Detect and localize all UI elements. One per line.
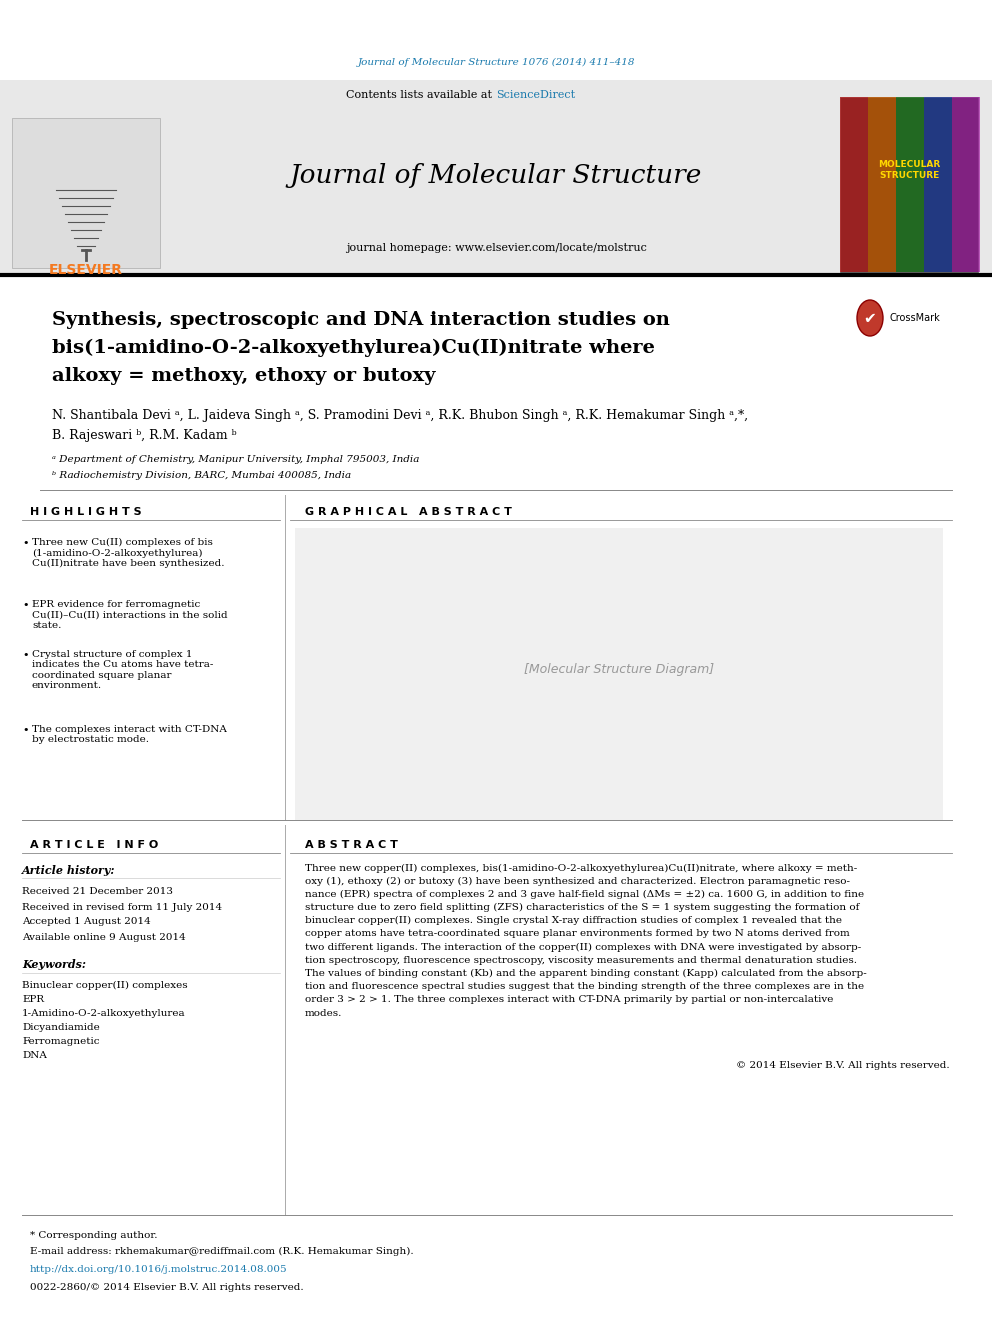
Text: http://dx.doi.org/10.1016/j.molstruc.2014.08.005: http://dx.doi.org/10.1016/j.molstruc.201… xyxy=(30,1266,288,1274)
Bar xyxy=(868,97,896,273)
Text: bis(1-amidino-O-2-alkoxyethylurea)Cu(II)nitrate where: bis(1-amidino-O-2-alkoxyethylurea)Cu(II)… xyxy=(52,339,655,357)
Text: 0022-2860/© 2014 Elsevier B.V. All rights reserved.: 0022-2860/© 2014 Elsevier B.V. All right… xyxy=(30,1282,304,1291)
Text: •: • xyxy=(22,538,29,548)
Text: Available online 9 August 2014: Available online 9 August 2014 xyxy=(22,933,186,942)
Ellipse shape xyxy=(857,300,883,336)
Text: •: • xyxy=(22,601,29,610)
Text: Accepted 1 August 2014: Accepted 1 August 2014 xyxy=(22,917,151,926)
Text: MOLECULAR
STRUCTURE: MOLECULAR STRUCTURE xyxy=(878,160,940,180)
Text: •: • xyxy=(22,725,29,736)
Text: © 2014 Elsevier B.V. All rights reserved.: © 2014 Elsevier B.V. All rights reserved… xyxy=(736,1061,950,1069)
Text: Contents lists available at: Contents lists available at xyxy=(346,90,496,101)
Text: Journal of Molecular Structure 1076 (2014) 411–418: Journal of Molecular Structure 1076 (201… xyxy=(357,57,635,66)
Text: ELSEVIER: ELSEVIER xyxy=(49,263,123,277)
Text: Synthesis, spectroscopic and DNA interaction studies on: Synthesis, spectroscopic and DNA interac… xyxy=(52,311,670,329)
Text: G R A P H I C A L   A B S T R A C T: G R A P H I C A L A B S T R A C T xyxy=(305,507,512,517)
Text: * Corresponding author.: * Corresponding author. xyxy=(30,1230,158,1240)
Text: H I G H L I G H T S: H I G H L I G H T S xyxy=(30,507,142,517)
Text: EPR evidence for ferromagnetic
Cu(II)–Cu(II) interactions in the solid
state.: EPR evidence for ferromagnetic Cu(II)–Cu… xyxy=(32,601,227,630)
Text: [Molecular Structure Diagram]: [Molecular Structure Diagram] xyxy=(524,664,714,676)
Text: A R T I C L E   I N F O: A R T I C L E I N F O xyxy=(30,840,159,849)
Text: •: • xyxy=(22,650,29,660)
Bar xyxy=(896,97,924,273)
Bar xyxy=(12,118,160,269)
Text: structure due to zero field splitting (ZFS) characteristics of the S = 1 system : structure due to zero field splitting (Z… xyxy=(305,904,859,912)
Text: Ferromagnetic: Ferromagnetic xyxy=(22,1036,99,1045)
Text: ✔: ✔ xyxy=(864,311,876,325)
Text: ᵃ Department of Chemistry, Manipur University, Imphal 795003, India: ᵃ Department of Chemistry, Manipur Unive… xyxy=(52,455,420,464)
Text: The complexes interact with CT-DNA
by electrostatic mode.: The complexes interact with CT-DNA by el… xyxy=(32,725,227,745)
Text: DNA: DNA xyxy=(22,1050,47,1060)
Bar xyxy=(924,97,952,273)
Text: alkoxy = methoxy, ethoxy or butoxy: alkoxy = methoxy, ethoxy or butoxy xyxy=(52,366,435,385)
Bar xyxy=(840,97,978,273)
Text: binuclear copper(II) complexes. Single crystal X-ray diffraction studies of comp: binuclear copper(II) complexes. Single c… xyxy=(305,917,842,925)
Text: Crystal structure of complex 1
indicates the Cu atoms have tetra-
coordinated sq: Crystal structure of complex 1 indicates… xyxy=(32,650,213,691)
Text: tion and fluorescence spectral studies suggest that the binding strength of the : tion and fluorescence spectral studies s… xyxy=(305,982,864,991)
Text: nance (EPR) spectra of complexes 2 and 3 gave half-field signal (ΔMs = ±2) ca. 1: nance (EPR) spectra of complexes 2 and 3… xyxy=(305,890,864,898)
Bar xyxy=(840,97,868,273)
Text: Binuclear copper(II) complexes: Binuclear copper(II) complexes xyxy=(22,980,187,990)
Text: ᵇ Radiochemistry Division, BARC, Mumbai 400085, India: ᵇ Radiochemistry Division, BARC, Mumbai … xyxy=(52,471,351,479)
Text: order 3 > 2 > 1. The three complexes interact with CT-DNA primarily by partial o: order 3 > 2 > 1. The three complexes int… xyxy=(305,995,833,1004)
Bar xyxy=(0,79,992,275)
Text: Keywords:: Keywords: xyxy=(22,959,86,971)
Text: two different ligands. The interaction of the copper(II) complexes with DNA were: two different ligands. The interaction o… xyxy=(305,942,861,951)
Text: 1-Amidino-O-2-alkoxyethylurea: 1-Amidino-O-2-alkoxyethylurea xyxy=(22,1008,186,1017)
Text: CrossMark: CrossMark xyxy=(890,314,940,323)
Text: oxy (1), ethoxy (2) or butoxy (3) have been synthesized and characterized. Elect: oxy (1), ethoxy (2) or butoxy (3) have b… xyxy=(305,877,850,886)
Text: Received 21 December 2013: Received 21 December 2013 xyxy=(22,888,173,897)
Text: N. Shantibala Devi ᵃ, L. Jaideva Singh ᵃ, S. Pramodini Devi ᵃ, R.K. Bhubon Singh: N. Shantibala Devi ᵃ, L. Jaideva Singh ᵃ… xyxy=(52,409,748,422)
Text: ScienceDirect: ScienceDirect xyxy=(496,90,575,101)
Text: Article history:: Article history: xyxy=(22,864,115,876)
Text: A B S T R A C T: A B S T R A C T xyxy=(305,840,398,849)
Bar xyxy=(952,97,980,273)
Text: modes.: modes. xyxy=(305,1008,342,1017)
Text: tion spectroscopy, fluorescence spectroscopy, viscosity measurements and thermal: tion spectroscopy, fluorescence spectros… xyxy=(305,957,857,964)
Text: EPR: EPR xyxy=(22,995,44,1004)
Text: copper atoms have tetra-coordinated square planar environments formed by two N a: copper atoms have tetra-coordinated squa… xyxy=(305,930,850,938)
Bar xyxy=(295,528,943,820)
Text: Three new Cu(II) complexes of bis
(1-amidino-O-2-alkoxyethylurea)
Cu(II)nitrate : Three new Cu(II) complexes of bis (1-ami… xyxy=(32,538,224,568)
Text: Received in revised form 11 July 2014: Received in revised form 11 July 2014 xyxy=(22,902,222,912)
Text: B. Rajeswari ᵇ, R.M. Kadam ᵇ: B. Rajeswari ᵇ, R.M. Kadam ᵇ xyxy=(52,429,237,442)
Text: journal homepage: www.elsevier.com/locate/molstruc: journal homepage: www.elsevier.com/locat… xyxy=(345,243,647,253)
Text: Three new copper(II) complexes, bis(1-amidino-O-2-alkoxyethylurea)Cu(II)nitrate,: Three new copper(II) complexes, bis(1-am… xyxy=(305,864,857,873)
Text: Journal of Molecular Structure: Journal of Molecular Structure xyxy=(290,163,702,188)
Text: Dicyandiamide: Dicyandiamide xyxy=(22,1023,100,1032)
Text: The values of binding constant (Kb) and the apparent binding constant (Kapp) cal: The values of binding constant (Kb) and … xyxy=(305,968,867,978)
Text: E-mail address: rkhemakumar@rediffmail.com (R.K. Hemakumar Singh).: E-mail address: rkhemakumar@rediffmail.c… xyxy=(30,1246,414,1256)
